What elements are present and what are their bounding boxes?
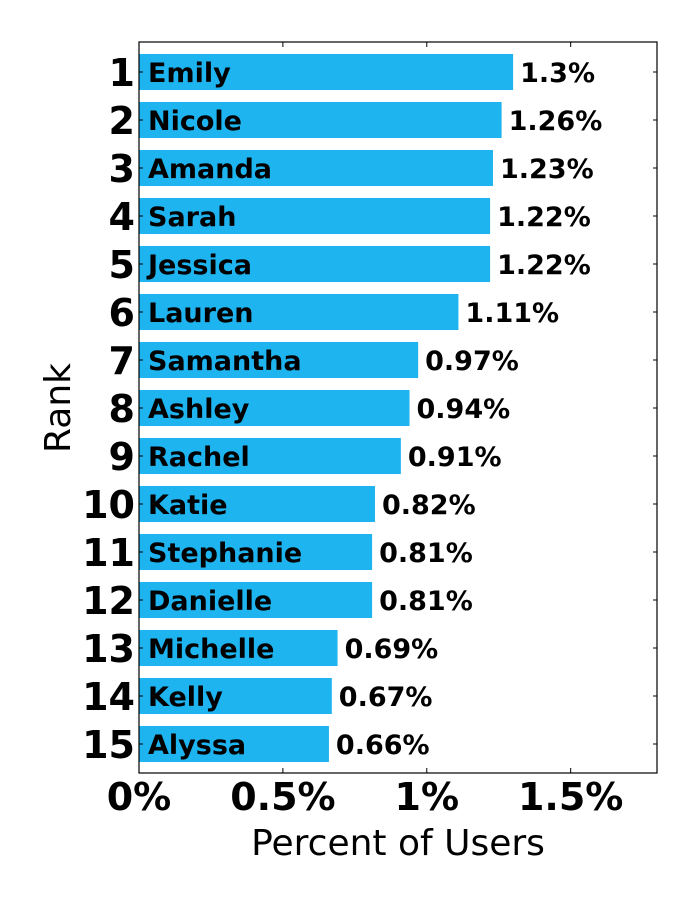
bars-layer: [139, 54, 514, 762]
bar-name-label: Stephanie: [148, 538, 302, 569]
bar-danielle: [139, 582, 373, 618]
bar-value-label: 1.26%: [509, 106, 603, 137]
bar-name-label: Michelle: [148, 634, 274, 665]
x-tick-label: 1.5%: [518, 775, 623, 819]
bar-amanda: [139, 150, 493, 186]
bar-value-label: 0.81%: [379, 538, 473, 569]
bar-value-label: 1.22%: [497, 250, 591, 281]
rank-tick-label: 14: [82, 675, 135, 719]
bar-name-label: Danielle: [148, 586, 272, 617]
bar-jessica: [139, 246, 491, 282]
y-axis-label: Rank: [38, 363, 79, 453]
rank-tick-label: 10: [82, 483, 135, 527]
rank-tick-label: 3: [109, 147, 135, 191]
bar-stephanie: [139, 534, 373, 570]
rank-tick-label: 5: [109, 243, 135, 287]
bar-alyssa: [139, 726, 329, 762]
rank-tick-label: 2: [109, 99, 135, 143]
bar-lauren: [139, 294, 459, 330]
bar-value-label: 0.91%: [408, 442, 502, 473]
labels-layer: Emily 1.3% 1 Nicole 1.26% 2 Amanda 1.23% 3 Sarah 1…: [82, 51, 623, 819]
bar-name-label: Nicole: [148, 106, 242, 137]
x-tick-label: 0%: [107, 775, 172, 819]
bar-value-label: 0.81%: [379, 586, 473, 617]
bar-value-label: 0.67%: [339, 682, 433, 713]
bar-value-label: 1.3%: [520, 58, 595, 89]
plot-frame: [138, 41, 658, 774]
bar-michelle: [139, 630, 338, 666]
bar-name-label: Jessica: [146, 250, 252, 281]
x-axis-label: Percent of Users: [251, 823, 545, 864]
rank-tick-label: 11: [82, 531, 135, 575]
bar-sarah: [139, 198, 491, 234]
rank-tick-label: 1: [109, 51, 135, 95]
bar-emily: [139, 54, 514, 90]
bar-name-label: Katie: [148, 490, 228, 521]
bar-nicole: [139, 102, 502, 138]
bar-rachel: [139, 438, 401, 474]
bar-name-label: Amanda: [148, 154, 272, 185]
rank-tick-label: 13: [82, 627, 135, 671]
bar-value-label: 1.22%: [497, 202, 591, 233]
bar-value-label: 0.82%: [382, 490, 476, 521]
bar-name-label: Sarah: [148, 202, 236, 233]
bar-value-label: 0.69%: [345, 634, 439, 665]
bar-name-label: Rachel: [148, 442, 250, 473]
bar-name-label: Emily: [148, 58, 231, 89]
rank-tick-label: 8: [109, 387, 135, 431]
rank-tick-label: 9: [109, 435, 135, 479]
bar-name-label: Kelly: [148, 682, 223, 713]
bar-katie: [139, 486, 375, 522]
bar-name-label: Samantha: [148, 346, 302, 377]
bar-value-label: 0.97%: [425, 346, 519, 377]
rank-tick-label: 4: [109, 195, 135, 239]
bar-value-label: 1.11%: [465, 298, 559, 329]
bar-value-label: 0.94%: [417, 394, 511, 425]
bar-samantha: [139, 342, 419, 378]
bar-kelly: [139, 678, 332, 714]
rank-tick-label: 6: [109, 291, 135, 335]
x-tick-label: 1%: [395, 775, 460, 819]
bar-name-label: Ashley: [148, 394, 250, 425]
x-tick-label: 0.5%: [230, 775, 335, 819]
bar-value-label: 1.23%: [500, 154, 594, 185]
bar-value-label: 0.66%: [336, 730, 430, 761]
rank-tick-label: 12: [82, 579, 135, 623]
bar-name-label: Alyssa: [148, 730, 246, 761]
rank-tick-label: 7: [109, 339, 135, 383]
bar-name-label: Lauren: [148, 298, 254, 329]
rank-tick-label: 15: [82, 723, 135, 767]
bar-ashley: [139, 390, 410, 426]
